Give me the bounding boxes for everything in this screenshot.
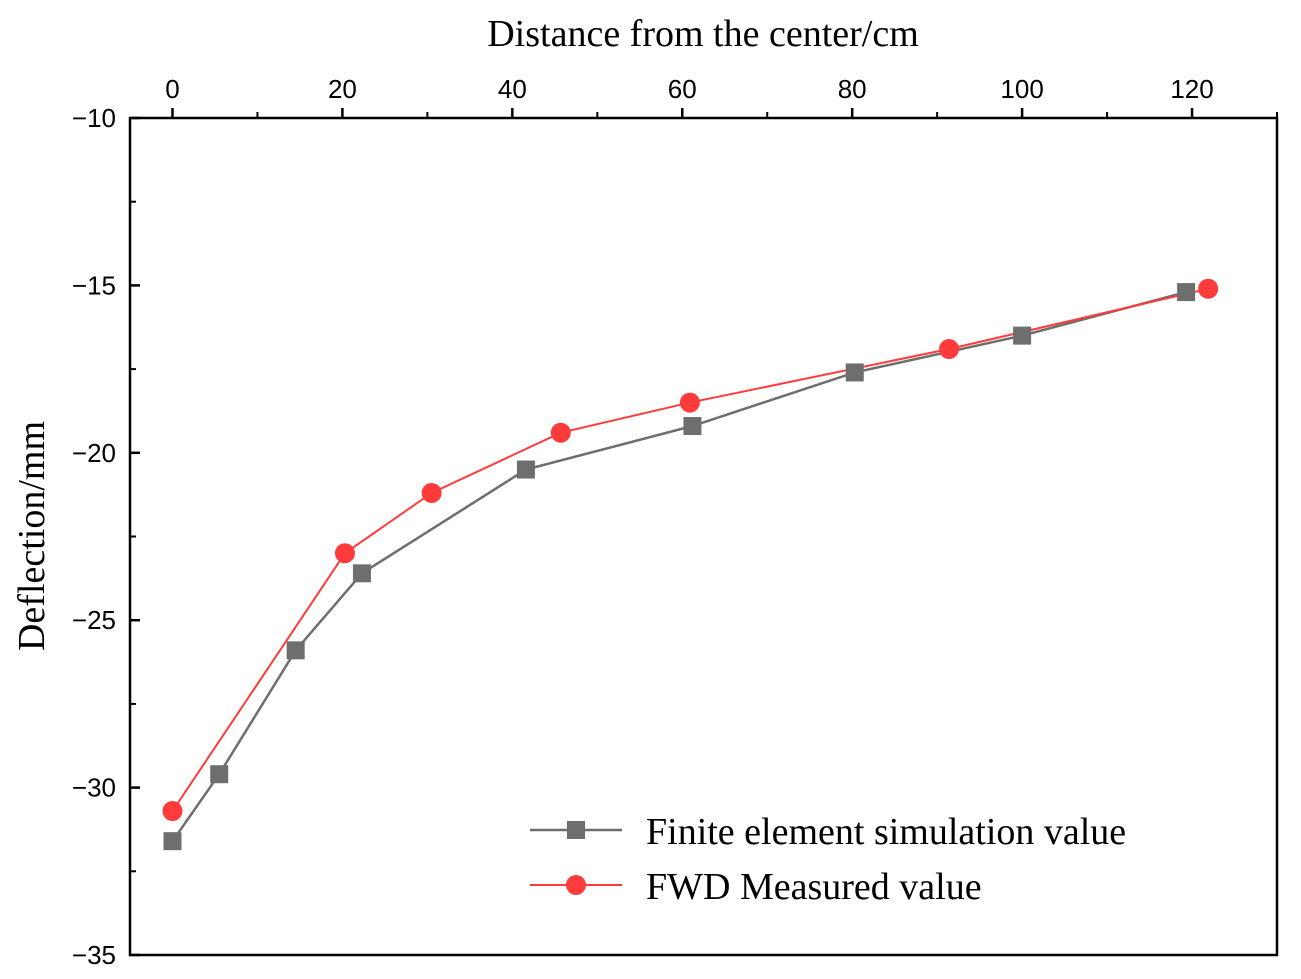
legend: Finite element simulation value FWD Meas… — [530, 811, 1126, 908]
x-tick-label: 0 — [165, 74, 179, 104]
legend-marker-fe — [567, 821, 585, 839]
series-layer — [162, 278, 1219, 851]
y-tick-label: −25 — [72, 605, 116, 635]
y-tick-label: −10 — [72, 103, 116, 133]
fwd-point — [1198, 278, 1219, 299]
fe-point — [683, 417, 702, 436]
y-tick-label: −30 — [72, 773, 116, 803]
x-tick-label: 60 — [668, 74, 697, 104]
x-tick-label: 20 — [328, 74, 357, 104]
fe-point — [1013, 326, 1032, 345]
x-axis-ticks: 0 20 40 60 80 100 120 — [165, 74, 1278, 118]
y-tick-label: −15 — [72, 270, 116, 300]
y-tick-label: −20 — [72, 438, 116, 468]
x-tick-label: 120 — [1170, 74, 1213, 104]
fwd-point — [550, 422, 571, 443]
series-line-fe — [171, 290, 1187, 842]
fe-point — [286, 641, 305, 660]
fe-point — [163, 832, 182, 851]
y-axis-ticks: −35 −30 −25 −20 −15 −10 — [72, 103, 140, 970]
legend-label-fwd: FWD Measured value — [646, 866, 982, 908]
x-tick-label: 40 — [498, 74, 527, 104]
fe-point — [210, 765, 229, 784]
series-line-fwd — [171, 287, 1209, 812]
fe-point — [516, 460, 535, 479]
fe-point — [352, 564, 371, 583]
legend-label-fe: Finite element simulation value — [646, 811, 1126, 853]
fwd-point — [939, 339, 960, 360]
x-tick-label: 80 — [838, 74, 867, 104]
fwd-point — [162, 801, 183, 822]
fe-point — [845, 363, 864, 382]
legend-marker-fwd — [566, 875, 586, 895]
y-axis-title: Deflection/mm — [11, 421, 53, 651]
fwd-point — [679, 392, 700, 413]
x-tick-label: 100 — [1000, 74, 1043, 104]
fwd-point — [334, 543, 355, 564]
fe-point — [1177, 283, 1196, 302]
x-axis-title: Distance from the center/cm — [487, 13, 919, 55]
y-tick-label: −35 — [72, 940, 116, 970]
fwd-point — [421, 482, 442, 503]
